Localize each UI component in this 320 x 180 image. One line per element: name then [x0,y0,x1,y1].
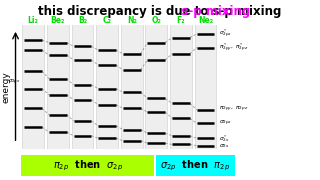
Text: energy: energy [1,71,10,103]
Bar [72,23,93,152]
Text: $\sigma_{2px}$: $\sigma_{2px}$ [219,119,233,128]
Text: $\pi_{2py},\ \pi_{2pz}$: $\pi_{2py},\ \pi_{2pz}$ [219,105,248,114]
Text: Ne₂: Ne₂ [198,16,213,25]
Text: s-p mixing: s-p mixing [70,5,250,18]
Bar [156,155,235,176]
Bar [195,23,216,152]
Bar [22,23,44,152]
Text: $\sigma^*_{2s}$: $\sigma^*_{2s}$ [219,133,229,144]
Text: O₂: O₂ [151,16,161,25]
Text: $\sigma_{2px}$: $\sigma_{2px}$ [8,78,21,87]
Bar [146,23,167,152]
Text: N₂: N₂ [127,16,137,25]
Bar [21,155,154,176]
Text: $\pi^*_{2py},\ \pi^*_{2pz}$: $\pi^*_{2py},\ \pi^*_{2pz}$ [219,42,248,54]
Bar [121,23,142,152]
Text: F₂: F₂ [177,16,185,25]
Text: $\sigma^*_{2px}$: $\sigma^*_{2px}$ [219,28,233,40]
Bar [96,23,118,152]
Bar [47,23,68,152]
Text: this discrepancy is due to s-p mixing: this discrepancy is due to s-p mixing [38,5,282,18]
Text: $\pi_{2p}$  then  $\sigma_{2p}$: $\pi_{2p}$ then $\sigma_{2p}$ [53,158,123,173]
Text: C₂: C₂ [102,16,112,25]
Text: $\sigma_{2s}$: $\sigma_{2s}$ [219,142,229,150]
Bar [170,23,192,152]
Text: Be₂: Be₂ [51,16,65,25]
Text: Li₂: Li₂ [28,16,38,25]
Text: $\sigma_{2p}$  then  $\pi_{2p}$: $\sigma_{2p}$ then $\pi_{2p}$ [160,158,230,173]
Text: B₂: B₂ [78,16,87,25]
